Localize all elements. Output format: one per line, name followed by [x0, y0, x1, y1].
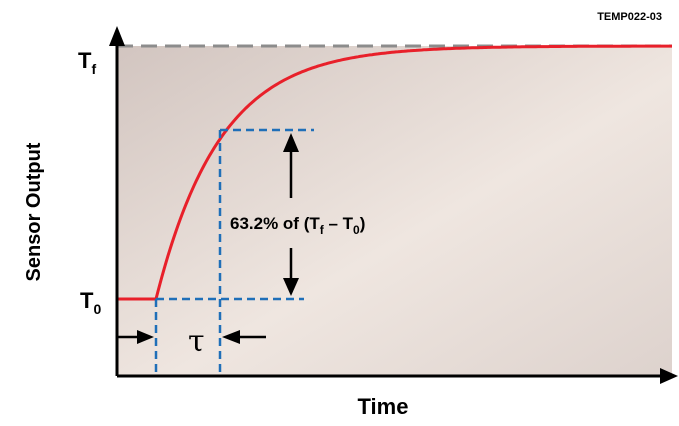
- percent-double-arrow: [283, 133, 299, 296]
- tau-arrows: [117, 330, 266, 344]
- figure-id: TEMP022-03: [597, 11, 662, 23]
- initial-value-label: T0: [80, 288, 101, 317]
- tau-guides: [154, 128, 314, 376]
- plot-background: [117, 46, 672, 376]
- tau-label: τ: [188, 324, 205, 359]
- response-curve: [117, 44, 672, 301]
- y-axis-label: Sensor Output: [23, 142, 45, 281]
- axes: [109, 26, 678, 384]
- x-axis-label: Time: [358, 394, 409, 419]
- final-value-label: Tf: [78, 48, 96, 77]
- x-axis-arrowhead: [660, 368, 678, 384]
- percent-annotation: 63.2% of (Tf – T0): [230, 214, 365, 237]
- y-axis-arrowhead: [109, 26, 125, 46]
